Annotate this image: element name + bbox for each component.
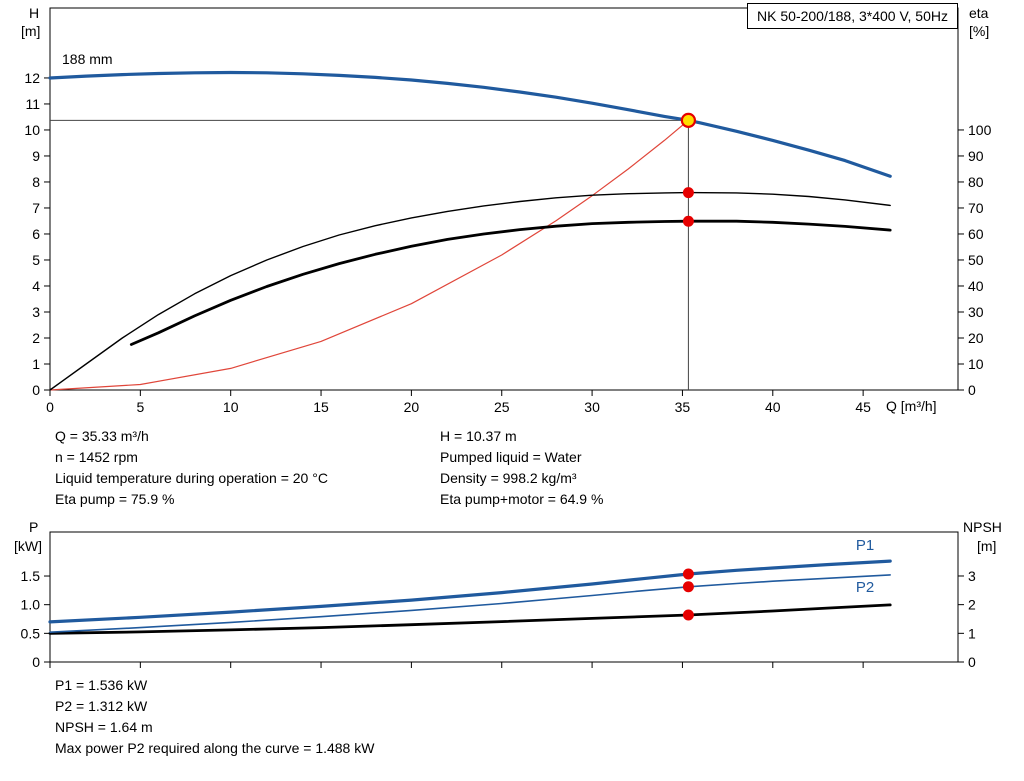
right-tick-label: 50: [968, 252, 984, 268]
x-tick-label: 20: [404, 399, 420, 415]
info-head: H = 10.37 m: [440, 428, 517, 444]
x-tick-label: 10: [223, 399, 239, 415]
info-q: Q = 35.33 m³/h: [55, 428, 149, 444]
left-tick-label: 0.5: [21, 625, 41, 641]
info-p1: P1 = 1.536 kW: [55, 677, 148, 693]
q-axis-unit: Q [m³/h]: [886, 398, 937, 414]
x-tick-label: 40: [765, 399, 781, 415]
right-tick-label: 0: [968, 654, 976, 670]
info-max-power: Max power P2 required along the curve = …: [55, 740, 375, 756]
curve-affinity-parabola: [49, 119, 689, 391]
right-tick-label: 10: [968, 356, 984, 372]
x-tick-label: 35: [675, 399, 691, 415]
curve-label-P1: P1: [856, 537, 874, 554]
p-axis-unit: [kW]: [14, 538, 42, 554]
left-tick-label: 12: [24, 70, 40, 86]
left-tick-label: 6: [32, 226, 40, 242]
right-tick-label: 20: [968, 330, 984, 346]
info-speed: n = 1452 rpm: [55, 449, 138, 465]
info-eta-pump-motor: Eta pump+motor = 64.9 %: [440, 491, 604, 507]
operating-point-dot: [682, 609, 694, 621]
x-tick-label: 45: [855, 399, 871, 415]
right-tick-label: 60: [968, 226, 984, 242]
left-tick-label: 8: [32, 174, 40, 190]
left-tick-label: 11: [25, 96, 40, 112]
left-tick-label: 9: [32, 148, 40, 164]
right-tick-label: 90: [968, 148, 984, 164]
curve-eta-pump-motor: [129, 219, 892, 346]
left-tick-label: 0: [32, 382, 40, 398]
operating-point-dot: [682, 581, 694, 593]
eta-axis-title: eta: [969, 5, 989, 21]
npsh-axis-unit: [m]: [977, 538, 997, 554]
right-tick-label: 40: [968, 278, 984, 294]
power-npsh-chart-frame: [49, 531, 959, 663]
curve-P1: [48, 559, 892, 624]
impeller-diameter-label: 188 mm: [62, 51, 113, 67]
right-tick-label: 100: [968, 122, 992, 138]
qh-eta-chart-frame: [49, 7, 959, 391]
right-tick-label: 0: [968, 382, 976, 398]
left-tick-label: 1: [32, 356, 40, 372]
x-tick-label: 30: [584, 399, 600, 415]
x-tick-label: 5: [136, 399, 144, 415]
info-npsh: NPSH = 1.64 m: [55, 719, 153, 735]
right-tick-label: 30: [968, 304, 984, 320]
info-p2: P2 = 1.312 kW: [55, 698, 148, 714]
npsh-axis-title: NPSH: [963, 519, 1002, 535]
right-tick-label: 80: [968, 174, 984, 190]
operating-point-dot: [682, 187, 694, 199]
h-axis-unit: [m]: [21, 23, 41, 39]
right-tick-label: 3: [968, 568, 976, 584]
x-tick-label: 0: [46, 399, 54, 415]
operating-point-dot: [682, 568, 694, 580]
left-tick-label: 2: [32, 330, 40, 346]
pump-type-title-box: NK 50-200/188, 3*400 V, 50Hz: [747, 3, 958, 29]
right-tick-label: 70: [968, 200, 984, 216]
x-tick-label: 25: [494, 399, 510, 415]
info-eta-pump: Eta pump = 75.9 %: [55, 491, 175, 507]
left-tick-label: 3: [32, 304, 40, 320]
left-tick-label: 10: [24, 122, 40, 138]
left-tick-label: 0: [32, 654, 40, 670]
right-tick-label: 1: [968, 625, 976, 641]
left-tick-label: 5: [32, 252, 40, 268]
info-pumped-liquid: Pumped liquid = Water: [440, 449, 582, 465]
p-axis-title: P: [29, 519, 39, 535]
left-tick-label: 7: [32, 200, 40, 216]
left-tick-label: 4: [32, 278, 40, 294]
duty-point-marker: [680, 112, 697, 128]
eta-axis-unit: [%]: [969, 23, 990, 39]
curve-label-P2: P2: [856, 579, 874, 596]
right-tick-label: 2: [968, 597, 976, 613]
info-density: Density = 998.2 kg/m³: [440, 470, 577, 486]
h-axis-title: H: [29, 5, 40, 21]
left-tick-label: 1.0: [21, 597, 41, 613]
x-tick-label: 15: [313, 399, 329, 415]
curve-eta-pump: [49, 191, 891, 391]
operating-point-dot: [682, 215, 694, 227]
curve-NPSH: [48, 603, 892, 635]
curve-H-curve: [48, 70, 892, 178]
left-tick-label: 1.5: [21, 568, 41, 584]
info-liquid-temp: Liquid temperature during operation = 20…: [55, 470, 328, 486]
curve-P2: [49, 574, 891, 633]
